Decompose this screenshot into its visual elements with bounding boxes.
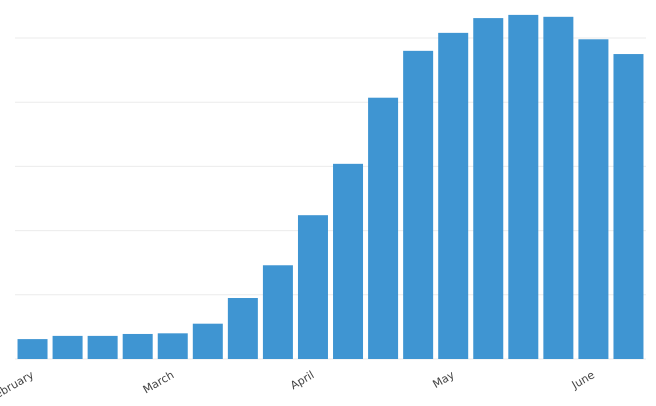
bar [578, 39, 609, 360]
bar [333, 163, 364, 359]
bar [122, 333, 153, 359]
bar [368, 97, 399, 360]
x-tick-label: June [569, 368, 597, 392]
x-tick-label: May [430, 368, 457, 391]
bar [543, 16, 574, 360]
bar [227, 298, 258, 359]
bar [262, 265, 293, 359]
bar [438, 32, 469, 359]
x-tick-label: April [288, 368, 316, 392]
x-tick-label: March [141, 368, 177, 396]
bar [473, 18, 504, 360]
bar [508, 14, 539, 359]
bar [157, 333, 188, 359]
bar [192, 323, 223, 359]
x-tick-label: February [0, 368, 36, 404]
bar [297, 215, 328, 359]
bar [613, 54, 644, 360]
bar [17, 339, 48, 359]
bar [87, 335, 118, 359]
bar [52, 335, 83, 359]
bar [403, 50, 434, 360]
